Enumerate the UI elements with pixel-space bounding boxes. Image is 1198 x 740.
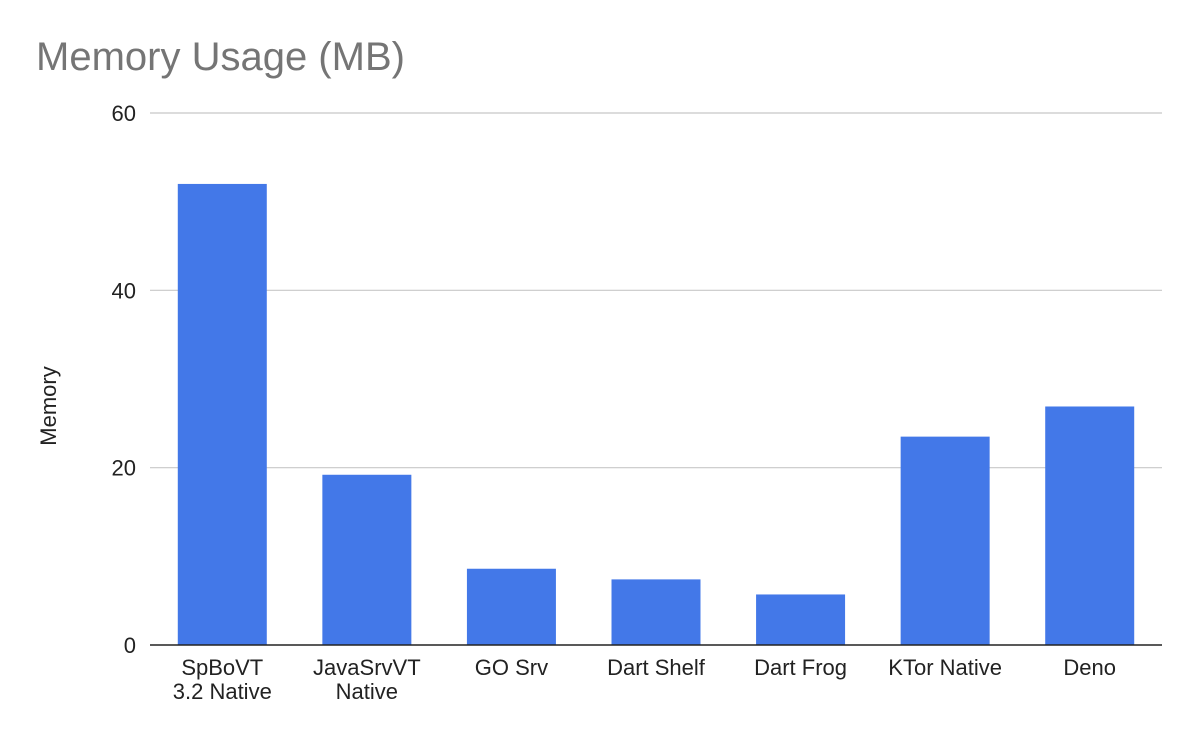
x-tick-label: Dart Shelf <box>607 655 706 680</box>
bar <box>900 436 990 645</box>
y-tick-labels: 0 20 40 60 <box>112 101 136 658</box>
x-tick-label: Dart Frog <box>754 655 847 680</box>
y-tick-label: 20 <box>112 456 136 481</box>
bar <box>466 568 556 645</box>
y-axis-label: Memory <box>36 366 61 445</box>
chart-title: Memory Usage (MB) <box>36 35 405 79</box>
y-tick-label: 40 <box>112 278 136 303</box>
x-tick-label: SpBoVT 3.2 Native <box>173 655 272 704</box>
bar <box>322 474 412 645</box>
y-tick-label: 60 <box>112 101 136 126</box>
x-tick-label: KTor Native <box>888 655 1002 680</box>
x-tick-labels: SpBoVT 3.2 Native JavaSrvVT Native GO Srv Dar… <box>173 655 1116 704</box>
bar <box>177 183 267 645</box>
bar <box>611 579 701 645</box>
bars <box>177 183 1135 645</box>
x-tick-label: GO Srv <box>475 655 548 680</box>
x-tick-label: Deno <box>1063 655 1116 680</box>
bar <box>756 594 846 645</box>
y-tick-label: 0 <box>124 633 136 658</box>
bar <box>1045 406 1135 645</box>
gridlines <box>150 112 1162 469</box>
x-tick-label: JavaSrvVT Native <box>313 655 421 704</box>
